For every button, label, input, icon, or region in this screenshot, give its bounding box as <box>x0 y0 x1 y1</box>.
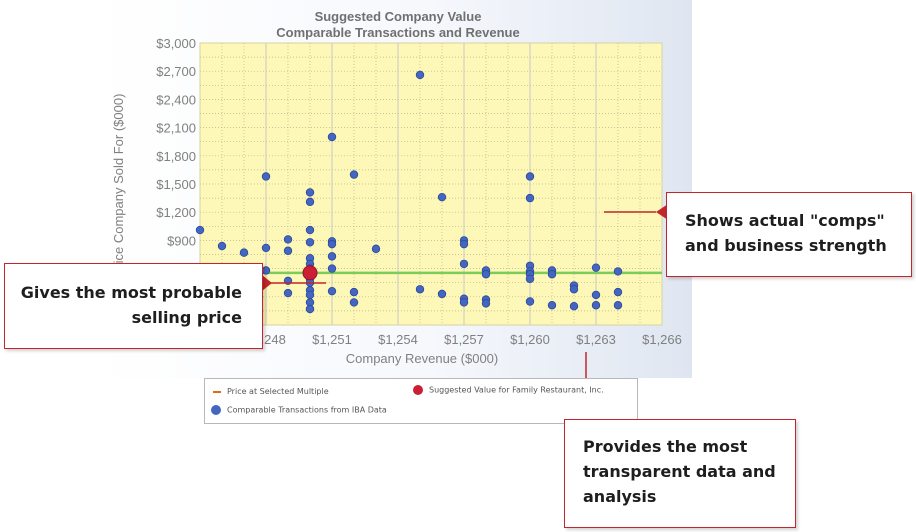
y-tick-label: $2,400 <box>156 92 196 107</box>
callout-probable-price: Gives the most probable selling price <box>4 263 263 349</box>
legend-item-selected-multiple: Price at Selected Multiple <box>213 387 329 396</box>
data-point-comp <box>261 243 271 253</box>
data-point-comp <box>261 266 271 275</box>
connector-price-arrow <box>262 275 272 291</box>
data-point-comp <box>459 298 469 307</box>
legend-label-selected-multiple: Price at Selected Multiple <box>227 387 329 396</box>
connector-comps-arrow <box>656 204 668 220</box>
data-point-comp <box>569 285 579 294</box>
data-point-comp <box>569 302 579 311</box>
data-point-comp <box>591 290 601 300</box>
data-point-comp <box>525 172 535 181</box>
legend-red-dot <box>413 385 423 395</box>
callout-comps: Shows actual "comps" and business streng… <box>666 192 912 277</box>
y-tick-label: $2,700 <box>156 64 196 79</box>
data-point-comp <box>349 298 359 307</box>
legend-item-suggested-value: Suggested Value for Family Restaurant, I… <box>413 385 604 395</box>
y-tick-label: $2,100 <box>156 121 196 136</box>
data-point-comp <box>283 288 293 298</box>
data-point-comp <box>349 170 359 179</box>
data-point-comp <box>415 70 425 80</box>
callout-price-line1: Gives the most probable <box>20 283 242 302</box>
legend-blue-dot <box>211 405 221 415</box>
y-tick-label: $900 <box>167 233 196 248</box>
chart-subtitle: Comparable Transactions and Revenue <box>276 25 519 40</box>
data-point-comp <box>547 301 557 310</box>
x-axis-label: Company Revenue ($000) <box>346 351 498 366</box>
data-point-comp <box>327 264 337 273</box>
legend-label-comps: Comparable Transactions from IBA Data <box>227 405 387 415</box>
x-tick-label: $1,257 <box>444 332 484 347</box>
x-tick-label: $1,266 <box>642 332 682 347</box>
y-tick-label: $1,500 <box>156 177 196 192</box>
callout-data-line2: transparent data and <box>583 462 776 481</box>
data-point-comp <box>459 259 469 269</box>
y-tick-label: $3,000 <box>156 36 196 51</box>
data-point-comp <box>283 235 293 244</box>
data-point-comp <box>525 274 535 284</box>
data-point-comp <box>305 238 315 247</box>
x-tick-label: $1,263 <box>576 332 616 347</box>
data-point-comp <box>239 248 249 257</box>
data-point-comp <box>305 225 315 235</box>
legend-line-swatch <box>213 390 221 393</box>
y-tick-label: $1,200 <box>156 205 196 220</box>
y-axis-label: Price Company Sold For ($000) <box>111 94 126 277</box>
x-tick-label: $1,251 <box>312 332 352 347</box>
data-point-comp <box>437 289 447 299</box>
callout-data-line3: analysis <box>583 487 657 506</box>
data-point-comp <box>305 304 315 314</box>
data-point-comp <box>591 301 601 310</box>
data-point-comp <box>327 239 337 249</box>
callout-price-line2: selling price <box>131 308 242 327</box>
data-point-comp <box>305 290 315 300</box>
data-point-comp <box>283 246 293 255</box>
data-point-comp <box>305 197 315 207</box>
suggested-value-point <box>302 265 318 281</box>
chart-legend: Price at Selected Multiple Suggested Val… <box>204 378 638 424</box>
data-point-comp <box>613 301 623 310</box>
data-point-comp <box>371 244 381 254</box>
data-point-comp <box>525 297 535 306</box>
callout-transparent-data: Provides the most transparent data and a… <box>564 419 796 528</box>
data-point-comp <box>349 287 359 297</box>
data-point-comp <box>261 172 271 181</box>
y-tick-label: $1,800 <box>156 149 196 164</box>
chart-title: Suggested Company Value <box>315 9 482 24</box>
callout-data-line1: Provides the most <box>583 437 748 456</box>
data-point-comp <box>217 241 227 251</box>
callout-comps-line1: Shows actual "comps" <box>685 211 885 230</box>
x-tick-label: $1,254 <box>378 332 418 347</box>
data-point-comp <box>415 285 425 294</box>
data-point-comp <box>547 270 557 279</box>
data-point-comp <box>437 192 447 202</box>
legend-item-comps: Comparable Transactions from IBA Data <box>211 405 387 415</box>
data-point-comp <box>591 263 601 272</box>
legend-label-suggested-value: Suggested Value for Family Restaurant, I… <box>429 385 604 395</box>
x-tick-label: $1,260 <box>510 332 550 347</box>
data-point-comp <box>613 267 623 276</box>
data-point-comp <box>195 225 205 235</box>
data-point-comp <box>327 132 337 142</box>
data-point-comp <box>327 252 337 261</box>
callout-comps-line2: and business strength <box>685 236 887 255</box>
data-point-comp <box>525 193 535 203</box>
data-point-comp <box>481 270 491 279</box>
data-point-comp <box>481 299 491 308</box>
data-point-comp <box>305 188 315 197</box>
data-point-comp <box>613 287 623 297</box>
data-point-comp <box>459 239 469 249</box>
data-point-comp <box>327 286 337 296</box>
